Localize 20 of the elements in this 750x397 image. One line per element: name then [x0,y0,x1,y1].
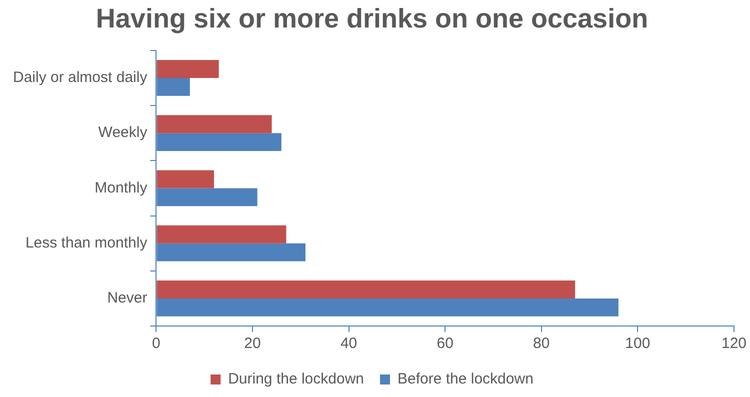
x-tick-label: 120 [721,335,747,352]
bar [156,115,272,134]
bar [156,225,286,244]
legend-label: Before the lockdown [397,370,534,388]
x-tick-label: 100 [625,335,650,352]
y-tick-label: Daily or almost daily [12,69,148,86]
bar [156,170,214,188]
x-tick-label: 80 [533,335,550,352]
y-tick-label: Less than monthly [25,234,148,252]
bar [156,60,219,78]
x-tick-label: 60 [436,335,454,352]
y-tick-label: Weekly [98,124,148,142]
legend-label: During the lockdown [228,370,364,388]
y-tick-label: Monthly [94,179,148,196]
chart-title: Having six or more drinks on one occasion [96,4,648,34]
bar [156,280,576,298]
y-tick-label: Never [107,290,148,307]
x-tick-label: 20 [244,335,261,352]
x-tick-label: 0 [152,335,160,352]
x-tick-label: 40 [340,335,358,352]
